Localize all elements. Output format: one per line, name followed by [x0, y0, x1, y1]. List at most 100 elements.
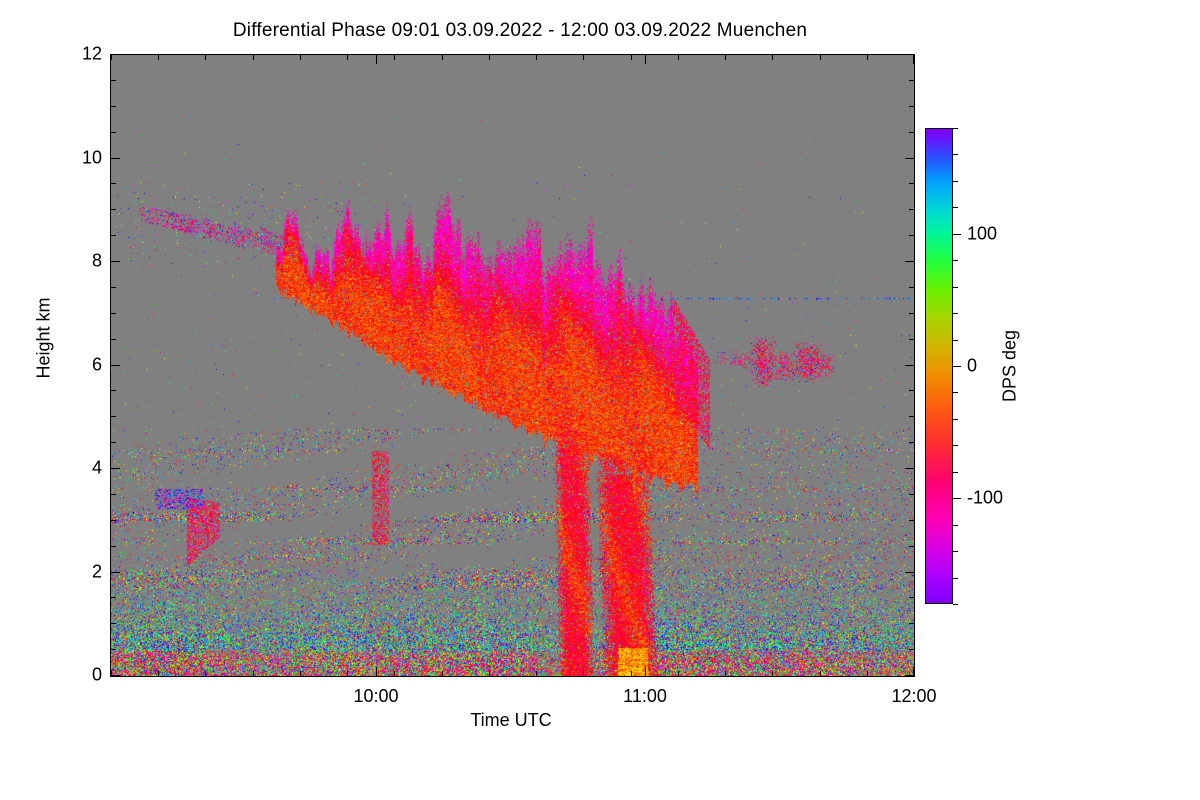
- colorbar-tick-120: [953, 207, 958, 208]
- x-tick-minor-top-14: [772, 55, 773, 60]
- y-tick-right-4.5: [909, 442, 914, 443]
- colorbar-tick--80: [953, 472, 958, 473]
- y-tick-right-3: [909, 520, 914, 521]
- y-tick-label-2: 2: [91, 561, 102, 581]
- x-tick-minor-top-8: [489, 55, 490, 60]
- y-tick-0: [111, 675, 120, 676]
- x-tick-major-top-2: [913, 55, 914, 64]
- y-tick-right-8.5: [909, 235, 914, 236]
- radar-data-canvas: [111, 55, 914, 676]
- colorbar-gradient: [925, 128, 953, 604]
- x-axis-title: Time UTC: [470, 710, 552, 730]
- y-tick-0.5: [111, 649, 116, 650]
- y-tick-label-8: 8: [91, 250, 102, 271]
- y-tick-10: [111, 158, 120, 159]
- y-tick-5: [111, 416, 116, 417]
- x-tick-minor-8: [489, 671, 490, 676]
- y-tick-right-7: [909, 313, 914, 314]
- x-tick-major-1: [645, 667, 646, 676]
- y-tick-right-12: [905, 54, 914, 55]
- x-tick-minor-top-3: [253, 55, 254, 60]
- x-tick-minor-top-10: [583, 55, 584, 60]
- x-tick-minor-top-7: [442, 55, 443, 60]
- x-tick-minor-top-5: [347, 55, 348, 60]
- x-tick-minor-11: [631, 671, 632, 676]
- x-tick-minor-15: [820, 671, 821, 676]
- colorbar-tick-major--100: [953, 498, 961, 499]
- x-tick-minor-top-1: [158, 55, 159, 60]
- colorbar-tick-label-100: 100: [967, 223, 998, 244]
- y-tick-8: [111, 261, 120, 262]
- x-tick-minor-top-11: [631, 55, 632, 60]
- colorbar-tick-160: [953, 154, 958, 155]
- y-tick-right-5: [909, 416, 914, 417]
- colorbar-tick-40: [953, 313, 958, 314]
- y-tick-right-1: [909, 623, 914, 624]
- x-tick-minor-4: [300, 671, 301, 676]
- x-tick-minor-3: [253, 671, 254, 676]
- x-tick-label-10:00: 10:00: [353, 686, 399, 706]
- x-tick-minor-2: [205, 671, 206, 676]
- x-tick-minor-top-9: [536, 55, 537, 60]
- y-tick-right-6: [905, 365, 914, 366]
- x-tick-minor-top-6: [394, 55, 395, 60]
- x-tick-minor-top-16: [867, 55, 868, 60]
- colorbar-tick--40: [953, 419, 958, 420]
- colorbar-tick-major-0: [953, 366, 961, 367]
- y-tick-3.5: [111, 494, 116, 495]
- x-tick-label-11:00: 11:00: [623, 686, 667, 706]
- y-tick-label-0: 0: [91, 664, 102, 685]
- y-tick-2.5: [111, 546, 116, 547]
- y-tick-2: [111, 572, 120, 573]
- x-tick-minor-10: [583, 671, 584, 676]
- y-tick-right-10.5: [909, 132, 914, 133]
- x-tick-minor-1: [158, 671, 159, 676]
- x-tick-minor-7: [442, 671, 443, 676]
- x-tick-minor-top-2: [205, 55, 206, 60]
- colorbar-tick--60: [953, 445, 958, 446]
- x-tick-major-top-0: [376, 55, 377, 64]
- y-tick-11: [111, 106, 116, 107]
- x-tick-minor-top-0: [111, 55, 112, 60]
- y-tick-12: [111, 54, 120, 55]
- colorbar[interactable]: [925, 128, 953, 604]
- y-tick-10.5: [111, 132, 116, 133]
- colorbar-tick--140: [953, 551, 958, 552]
- page-title: Differential Phase 09:01 03.09.2022 - 12…: [232, 20, 808, 41]
- heatmap-plot-area[interactable]: [110, 54, 915, 677]
- y-tick-right-4: [905, 468, 914, 469]
- x-tick-minor-6: [394, 671, 395, 676]
- y-tick-right-0.5: [909, 649, 914, 650]
- x-tick-minor-13: [725, 671, 726, 676]
- colorbar-tick-major-100: [953, 234, 961, 235]
- y-tick-right-2.5: [909, 546, 914, 547]
- x-tick-label-12:00: 12:00: [891, 686, 937, 706]
- x-tick-minor-top-15: [820, 55, 821, 60]
- colorbar-tick--20: [953, 392, 958, 393]
- y-tick-label-10: 10: [81, 147, 102, 167]
- x-tick-minor-9: [536, 671, 537, 676]
- y-tick-right-11: [909, 106, 914, 107]
- x-tick-minor-14: [772, 671, 773, 676]
- y-tick-label-4: 4: [91, 457, 102, 478]
- x-tick-minor-top-12: [678, 55, 679, 60]
- y-tick-4: [111, 468, 120, 469]
- y-tick-right-5.5: [909, 390, 914, 391]
- y-tick-5.5: [111, 390, 116, 391]
- y-tick-right-8: [905, 261, 914, 262]
- y-tick-9: [111, 209, 116, 210]
- y-tick-1.5: [111, 597, 116, 598]
- y-tick-8.5: [111, 235, 116, 236]
- y-tick-label-6: 6: [91, 354, 102, 374]
- colorbar-tick-20: [953, 340, 958, 341]
- x-tick-minor-16: [867, 671, 868, 676]
- colorbar-tick--160: [953, 578, 958, 579]
- y-tick-6.5: [111, 339, 116, 340]
- y-tick-right-0: [905, 675, 914, 676]
- colorbar-tick--120: [953, 525, 958, 526]
- y-tick-4.5: [111, 442, 116, 443]
- y-tick-right-9.5: [909, 183, 914, 184]
- y-tick-3: [111, 520, 116, 521]
- y-tick-6: [111, 365, 120, 366]
